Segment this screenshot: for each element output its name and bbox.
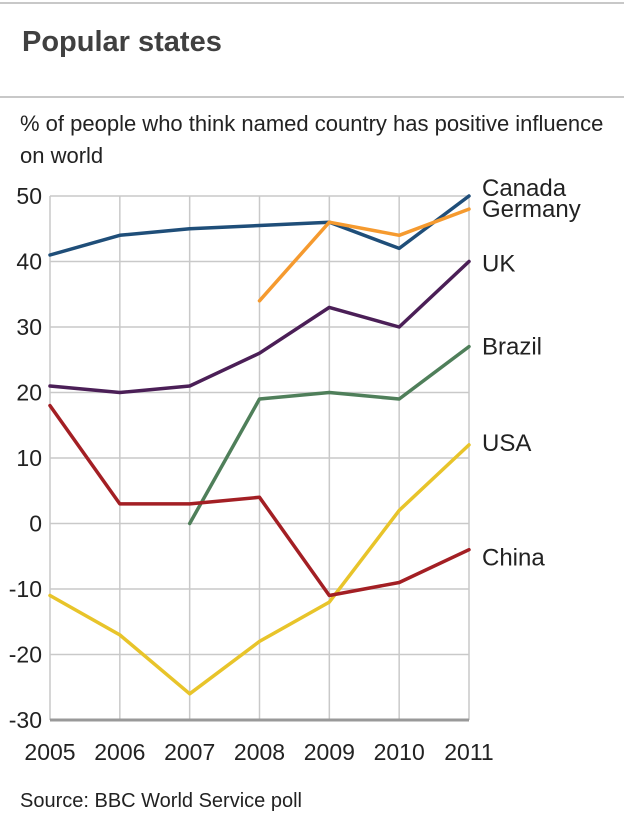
y-tick-label: 0 <box>29 511 42 537</box>
series-line-china <box>48 403 471 598</box>
y-tick-label: -10 <box>9 576 42 602</box>
series-line-uk <box>48 259 471 395</box>
series-line-germany <box>257 207 471 303</box>
y-tick-label: 10 <box>16 445 42 471</box>
chart-subtitle: % of people who think named country has … <box>20 111 604 168</box>
series-label-canada: Canada <box>482 175 567 202</box>
y-tick-label: -30 <box>9 707 42 733</box>
series-label-uk: UK <box>482 251 515 278</box>
series-line-brazil <box>187 344 471 526</box>
x-tick-label: 2005 <box>24 739 75 765</box>
x-tick-label: 2010 <box>374 739 425 765</box>
y-tick-label: 30 <box>16 314 42 340</box>
x-tick-label: 2008 <box>234 739 285 765</box>
top-divider <box>0 2 624 4</box>
x-tick-label: 2007 <box>164 739 215 765</box>
chart-title: Popular states <box>22 26 222 58</box>
series-line-usa <box>48 443 471 696</box>
series-lines <box>48 194 471 696</box>
series-label-brazil: Brazil <box>482 334 542 361</box>
y-tick-label: 40 <box>16 249 42 275</box>
series-label-germany: Germany <box>482 196 581 223</box>
series-line-canada <box>48 194 471 257</box>
y-tick-label: 50 <box>16 183 42 209</box>
series-label-usa: USA <box>482 430 531 457</box>
y-tick-label: 20 <box>16 380 42 406</box>
y-tick-label: -20 <box>9 642 42 668</box>
x-tick-label: 2011 <box>444 739 493 765</box>
title-divider <box>0 96 624 98</box>
source-note: Source: BBC World Service poll <box>20 790 302 812</box>
x-tick-label: 2006 <box>94 739 145 765</box>
series-label-china: China <box>482 545 545 572</box>
x-tick-label: 2009 <box>304 739 355 765</box>
